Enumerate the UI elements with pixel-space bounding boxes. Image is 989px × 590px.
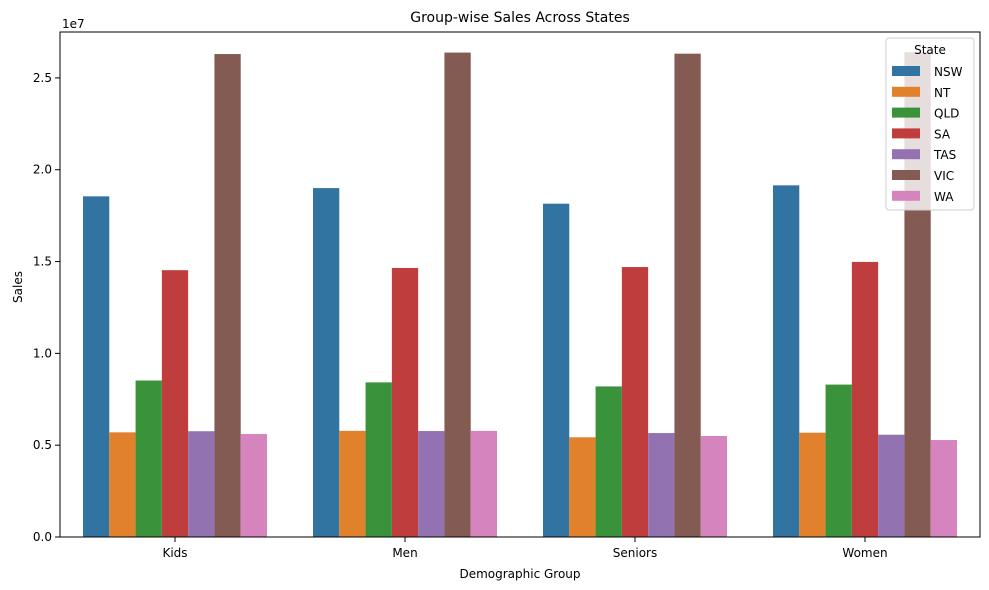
legend-label-nt: NT — [934, 86, 951, 100]
bar-qld-kids — [135, 380, 162, 537]
y-axis-ticks: 0.0 0.5 1.0 1.5 2.0 2.5 — [33, 71, 60, 544]
legend-label-qld: QLD — [934, 107, 959, 121]
bar-nt-men — [339, 430, 366, 537]
legend-swatch-qld — [892, 107, 920, 118]
y-axis-label: Sales — [11, 271, 25, 303]
y-tick-label: 0.0 — [33, 530, 52, 544]
legend-label-vic: VIC — [934, 169, 954, 183]
x-tick-label: Women — [842, 546, 887, 560]
bar-nt-seniors — [569, 437, 596, 537]
legend-swatch-vic — [892, 170, 920, 180]
bar-wa-women — [930, 440, 957, 537]
bar-nsw-kids — [83, 196, 110, 537]
legend-swatch-sa — [892, 128, 920, 139]
bar-qld-men — [365, 382, 392, 537]
legend-swatch-nt — [892, 86, 920, 97]
legend[interactable]: State NSW NT QLD SA TAS VIC WA — [885, 37, 975, 211]
legend-box — [885, 37, 975, 211]
bar-vic-seniors — [674, 53, 701, 538]
legend-label-tas: TAS — [933, 148, 956, 162]
bar-wa-men — [470, 430, 497, 537]
x-axis-ticks: Kids Men Seniors Women — [162, 537, 888, 560]
bar-sa-men — [391, 267, 419, 537]
bar-tas-men — [418, 431, 445, 537]
legend-swatch-nsw — [892, 66, 920, 76]
bar-nt-women — [799, 432, 826, 537]
bar-qld-seniors — [595, 386, 622, 537]
y-tick-label: 1.5 — [33, 255, 52, 269]
x-axis-label: Demographic Group — [459, 567, 580, 581]
x-tick-label: Seniors — [613, 546, 657, 560]
bar-wa-kids — [240, 433, 267, 537]
x-tick-label: Men — [392, 546, 417, 560]
y-axis-offset-label: 1e7 — [62, 17, 85, 31]
y-tick-label: 2.0 — [33, 163, 52, 177]
bar-tas-women — [878, 434, 905, 537]
legend-label-wa: WA — [934, 190, 954, 204]
bar-tas-kids — [188, 431, 215, 537]
bar-vic-kids — [214, 54, 241, 537]
bar-sa-women — [851, 261, 879, 537]
legend-title: State — [914, 43, 946, 57]
chart-title: Group-wise Sales Across States — [410, 10, 630, 26]
bar-tas-seniors — [648, 433, 675, 537]
bar-vic-men — [444, 52, 471, 537]
y-tick-label: 1.0 — [33, 346, 52, 360]
bars-group — [83, 52, 957, 538]
legend-label-sa: SA — [934, 127, 951, 141]
bar-sa-seniors — [621, 267, 649, 537]
y-tick-label: 0.5 — [33, 438, 52, 452]
bar-wa-seniors — [700, 436, 727, 537]
bar-nsw-women — [773, 185, 800, 537]
y-tick-label: 2.5 — [33, 71, 52, 85]
legend-label-nsw: NSW — [934, 65, 963, 79]
plot-frame — [59, 31, 981, 538]
bar-sa-kids — [161, 270, 189, 537]
bar-qld-women — [825, 384, 852, 537]
legend-swatch-tas — [892, 149, 920, 160]
bar-nt-kids — [109, 432, 136, 537]
x-tick-label: Kids — [162, 546, 187, 560]
bar-nsw-men — [313, 188, 340, 537]
bar-nsw-seniors — [543, 203, 570, 537]
legend-swatch-wa — [892, 190, 920, 201]
